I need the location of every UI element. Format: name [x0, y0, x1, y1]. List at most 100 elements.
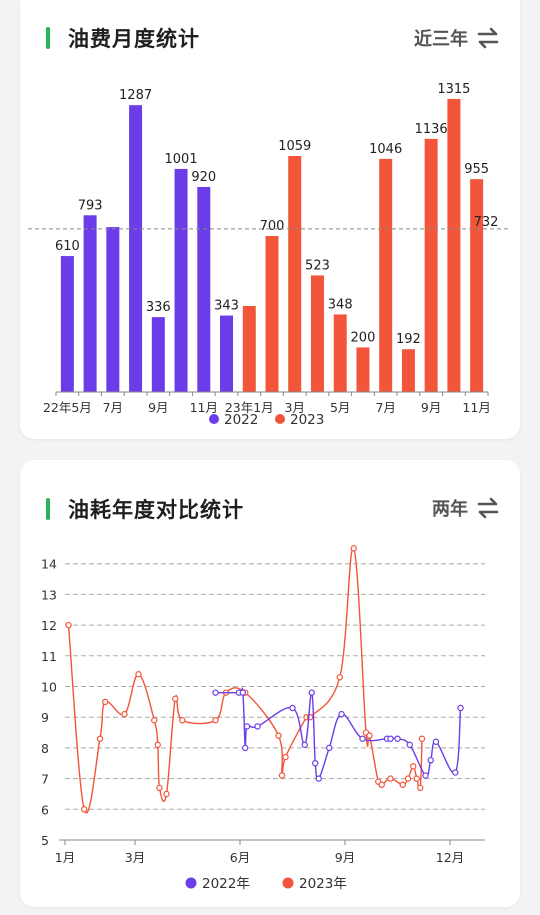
y-tick-label: 9	[41, 710, 49, 725]
fuel-consumption-yearly-card: 油耗年度对比统计 两年 5 6 7 8 9 10 11 12 13 14 1月 3月 6月 9月 12月 20…	[20, 460, 520, 907]
data-point	[254, 723, 261, 730]
x-tick-label: 3月	[125, 850, 145, 865]
data-point	[422, 772, 429, 779]
bar-23年8月	[401, 349, 415, 392]
x-tick-label: 11月	[190, 400, 218, 415]
range-toggle-button[interactable]: 近三年	[414, 23, 500, 53]
data-point	[156, 784, 163, 792]
data-point	[387, 775, 394, 782]
series-line-2022	[215, 687, 462, 781]
x-tick-label: 6月	[230, 850, 250, 865]
data-point	[65, 621, 72, 629]
bar-value-label: 700	[260, 219, 285, 234]
data-point	[102, 698, 109, 706]
data-point	[350, 545, 357, 552]
bar-value-label: 200	[351, 330, 376, 345]
fuel-cost-monthly-card: 油费月度统计 近三年 610 793 1287 336 1001 920 343 700 105…	[20, 0, 520, 439]
data-point	[410, 763, 417, 770]
x-tick-label: 9月	[148, 400, 168, 415]
data-point	[457, 704, 464, 712]
monthly-fuel-bar-chart: 610 793 1287 336 1001 920 343 700 1059 523 348 200 1…	[28, 82, 510, 428]
legend-marker-2023	[275, 414, 285, 424]
bar-value-label: 1059	[278, 139, 311, 154]
card-header: 油耗年度对比统计 两年	[20, 460, 520, 540]
y-tick-label: 12	[41, 618, 57, 633]
data-point	[326, 744, 333, 752]
data-point	[366, 732, 373, 739]
data-point	[282, 753, 289, 761]
x-tick-label: 5月	[330, 400, 350, 415]
data-point	[406, 741, 413, 749]
y-tick-label: 10	[41, 680, 57, 695]
data-point	[452, 769, 459, 776]
data-point	[394, 735, 401, 742]
y-tick-label: 13	[41, 587, 57, 602]
legend-label-2022: 2022	[224, 412, 258, 428]
data-point	[96, 735, 104, 742]
bar-22年10月	[174, 168, 188, 392]
yearly-consumption-line-chart: 5 6 7 8 9 10 11 12 13 14 1月 3月 6月 9月 12月 2022年 2023年	[41, 545, 485, 892]
bar-value-label: 1046	[369, 142, 402, 157]
data-point	[121, 710, 128, 718]
bar-value-label: 343	[214, 299, 239, 314]
bar-23年6月	[356, 347, 370, 392]
x-tick-label: 7月	[103, 400, 123, 415]
range-label: 两年	[432, 499, 468, 520]
x-tick-label: 22年5月	[43, 400, 92, 415]
bar-23年11月	[470, 179, 484, 392]
legend-label-2023: 2023年	[299, 876, 347, 892]
data-point	[172, 695, 179, 702]
data-point	[81, 806, 88, 813]
bar-23年3月	[288, 155, 302, 392]
legend-marker-2022	[185, 877, 197, 889]
bar-value-label: 1315	[437, 82, 470, 97]
card-title: 油耗年度对比统计	[68, 498, 244, 522]
data-point	[387, 735, 394, 742]
data-point	[418, 735, 426, 742]
y-tick-label: 11	[41, 649, 57, 664]
y-tick-label: 14	[41, 557, 57, 572]
swap-arrows-icon	[477, 497, 499, 519]
bar-value-label: 610	[55, 239, 80, 254]
data-point	[301, 741, 308, 749]
range-toggle-button[interactable]: 两年	[432, 493, 500, 523]
bar-22年11月	[197, 186, 211, 392]
bar-value-label: 192	[396, 332, 421, 347]
y-tick-label: 7	[41, 772, 49, 787]
data-point	[315, 775, 322, 782]
bar-22年9月	[151, 317, 165, 392]
bar-23年1月	[242, 305, 256, 392]
data-point	[151, 717, 158, 724]
data-point	[359, 735, 366, 742]
bar-23年2月	[265, 236, 279, 392]
series-line-2023	[67, 547, 423, 814]
bar-22年12月	[220, 315, 234, 392]
data-point	[404, 775, 412, 782]
bar-22年5月	[60, 256, 74, 392]
legend-label-2023: 2023	[290, 412, 324, 428]
y-tick-label: 8	[41, 741, 49, 756]
data-point	[289, 704, 296, 712]
x-tick-label: 3月	[285, 400, 305, 415]
bar-value-label: 336	[146, 300, 171, 315]
title-accent-bar	[46, 498, 50, 520]
bar-22年7月	[106, 227, 120, 392]
data-point	[239, 689, 246, 696]
legend-marker-2023	[282, 877, 294, 889]
legend-marker-2022	[209, 414, 219, 424]
data-point	[275, 732, 282, 739]
swap-arrows-icon	[477, 27, 499, 49]
y-tick-label: 6	[41, 802, 49, 817]
x-tick-label: 11月	[462, 400, 490, 415]
y-tick-label: 5	[41, 833, 49, 848]
data-point	[312, 760, 319, 767]
data-point	[154, 741, 161, 749]
x-tick-label: 9月	[335, 850, 355, 865]
bar-value-label: 1001	[165, 152, 198, 167]
bar-23年5月	[333, 314, 347, 392]
data-point	[179, 717, 186, 724]
bar-value-label: 523	[305, 258, 330, 273]
data-point	[417, 784, 424, 792]
data-point	[212, 717, 219, 724]
reference-value-label: 732	[474, 215, 499, 230]
